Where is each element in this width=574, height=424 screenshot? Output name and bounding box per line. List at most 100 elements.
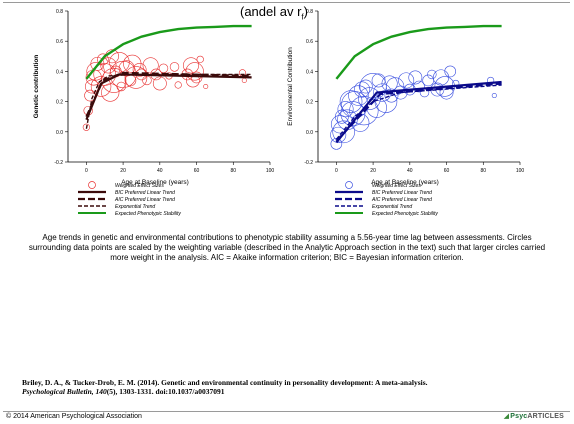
effect-size-circle [124,66,148,89]
effect-size-circle [358,79,373,94]
y-tick-label: 0.8 [306,9,313,15]
y-tick-label: -0.2 [304,160,313,166]
effect-size-circle [158,63,169,74]
effect-size-circle [427,69,437,80]
effect-size-circle [339,90,363,113]
effect-size-circle [152,76,167,91]
legend-label: BIC Preferred Linear Trend [372,190,432,196]
legend-label: Expected Phenotypic Stability [372,211,438,217]
x-tick-label: 60 [444,168,450,174]
partial-title-subscript: f [301,12,304,22]
y-tick-label: 0.6 [56,39,63,45]
partial-title-text: (andel av r [240,4,302,19]
effect-size-circle [408,70,423,85]
y-axis-label: Environmental Contribution [287,47,294,126]
x-tick-label: 40 [157,168,163,174]
effect-size-circle [101,83,120,102]
x-tick-label: 100 [266,168,275,174]
y-tick-label: 0.0 [306,130,313,136]
x-axis-label: Age at Baseline (years) [121,179,189,186]
effect-size-circle [174,81,182,89]
x-tick-label: 0 [85,168,88,174]
y-tick-label: -0.2 [54,160,63,166]
chart-panel-2: -0.2 0.0 0.2 0.4 0.6 0.8 0 20 40 60 80 100 Age at Ba… [287,9,524,217]
effect-size-circle [398,72,415,89]
effect-size-circle [116,81,126,92]
effect-size-circle [334,109,349,124]
series-line-expected-phenotypic-stability [85,24,252,80]
legend-label: AIC Preferred Linear Trend [371,197,432,203]
x-tick-label: 20 [120,168,126,174]
x-tick-label: 100 [516,168,525,174]
citation-authors: Briley, D. A., & Tucker-Drob, E. M. (201… [22,378,428,387]
legend-label: Weighted Effect Sizes [372,183,421,189]
y-tick-label: 0.4 [56,69,63,75]
effect-size-circle [196,55,204,63]
x-tick-label: 80 [480,168,486,174]
y-tick-label: 0.2 [306,100,313,106]
effect-size-circle [190,71,203,84]
copyright-text: © 2014 American Psychological Associatio… [6,413,142,420]
x-tick-label: 40 [407,168,413,174]
legend-swatch-circle [88,181,96,189]
legend-swatch-circle [345,181,353,189]
psycarticles-logo: ◢PsycARTICLES [504,411,564,423]
series-line-aic-preferred-linear-trend [335,82,502,142]
legend-label: Weighted Effect Sizes [115,183,164,189]
effect-size-circle [337,101,354,118]
effect-size-circle [384,88,399,103]
y-tick-label: 0.2 [56,100,63,106]
x-tick-label: 80 [230,168,236,174]
series-line-expected-phenotypic-stability [335,24,502,80]
x-axis-label: Age at Baseline (years) [371,179,439,186]
psycarticles-logo-icon: ◢ [503,413,510,420]
effect-size-circle [90,76,112,97]
effect-size-circle [330,126,347,143]
effect-size-circle [124,74,137,87]
effect-size-circle [183,57,200,74]
y-tick-label: 0.0 [56,130,63,136]
series-line-bic-preferred-linear-trend [85,73,252,121]
y-tick-label: 0.4 [306,69,313,75]
legend-label: Expected Phenotypic Stability [115,211,181,217]
effect-size-circle [185,62,204,81]
psycarticles-logo-articles: ARTICLES [527,413,564,420]
legend-label: BIC Preferred Linear Trend [115,190,175,196]
y-tick-label: 0.8 [56,9,63,15]
legend-label: Exponential Trend [115,204,155,210]
effect-size-circle [100,57,117,74]
footer: © 2014 American Psychological Associatio… [6,411,566,423]
x-tick-label: 60 [194,168,200,174]
effect-size-circle [354,81,371,98]
effect-size-circle [371,73,386,88]
legend-label: AIC Preferred Linear Trend [114,197,175,203]
partial-title-end: ) [303,4,308,19]
effect-size-circle [109,52,130,73]
effect-size-circle [348,85,369,106]
effect-size-circle [84,79,99,94]
x-tick-label: 20 [370,168,376,174]
effect-size-circle [413,80,425,93]
series-line-exponential-trend [335,84,502,140]
figure-charts: -0.2 0.0 0.2 0.4 0.6 0.8 0 20 40 60 80 100 Age at Ba… [33,9,524,217]
psycarticles-logo-psyc: Psyc [510,413,528,420]
citation-details: (5), 1303-1331. doi:10.1037/a0037091 [106,387,225,396]
effect-size-circle [132,62,147,77]
effect-size-circle [169,62,180,72]
series-line-exponential-trend [85,73,252,129]
legend-label: Exponential Trend [372,204,412,210]
effect-size-circle [82,123,90,131]
effect-size-circle [241,77,247,83]
effect-size-circle [142,57,159,74]
slide-frame [3,2,570,412]
x-tick-label: 0 [335,168,338,174]
effect-size-circle [203,84,209,90]
figure-caption: Age trends in genetic and environmental … [28,233,546,262]
citation-journal: Psychological Bulletin, 140 [22,387,107,396]
partial-title: (andel av rf) [240,4,360,22]
chart-panel-1: -0.2 0.0 0.2 0.4 0.6 0.8 0 20 40 60 80 100 Age at Ba… [33,9,274,217]
effect-size-circle [97,53,109,66]
effect-size-circle [90,56,105,71]
citation: Briley, D. A., & Tucker-Drob, E. M. (201… [22,378,552,396]
y-axis-label: Genetic contribution [33,55,40,119]
